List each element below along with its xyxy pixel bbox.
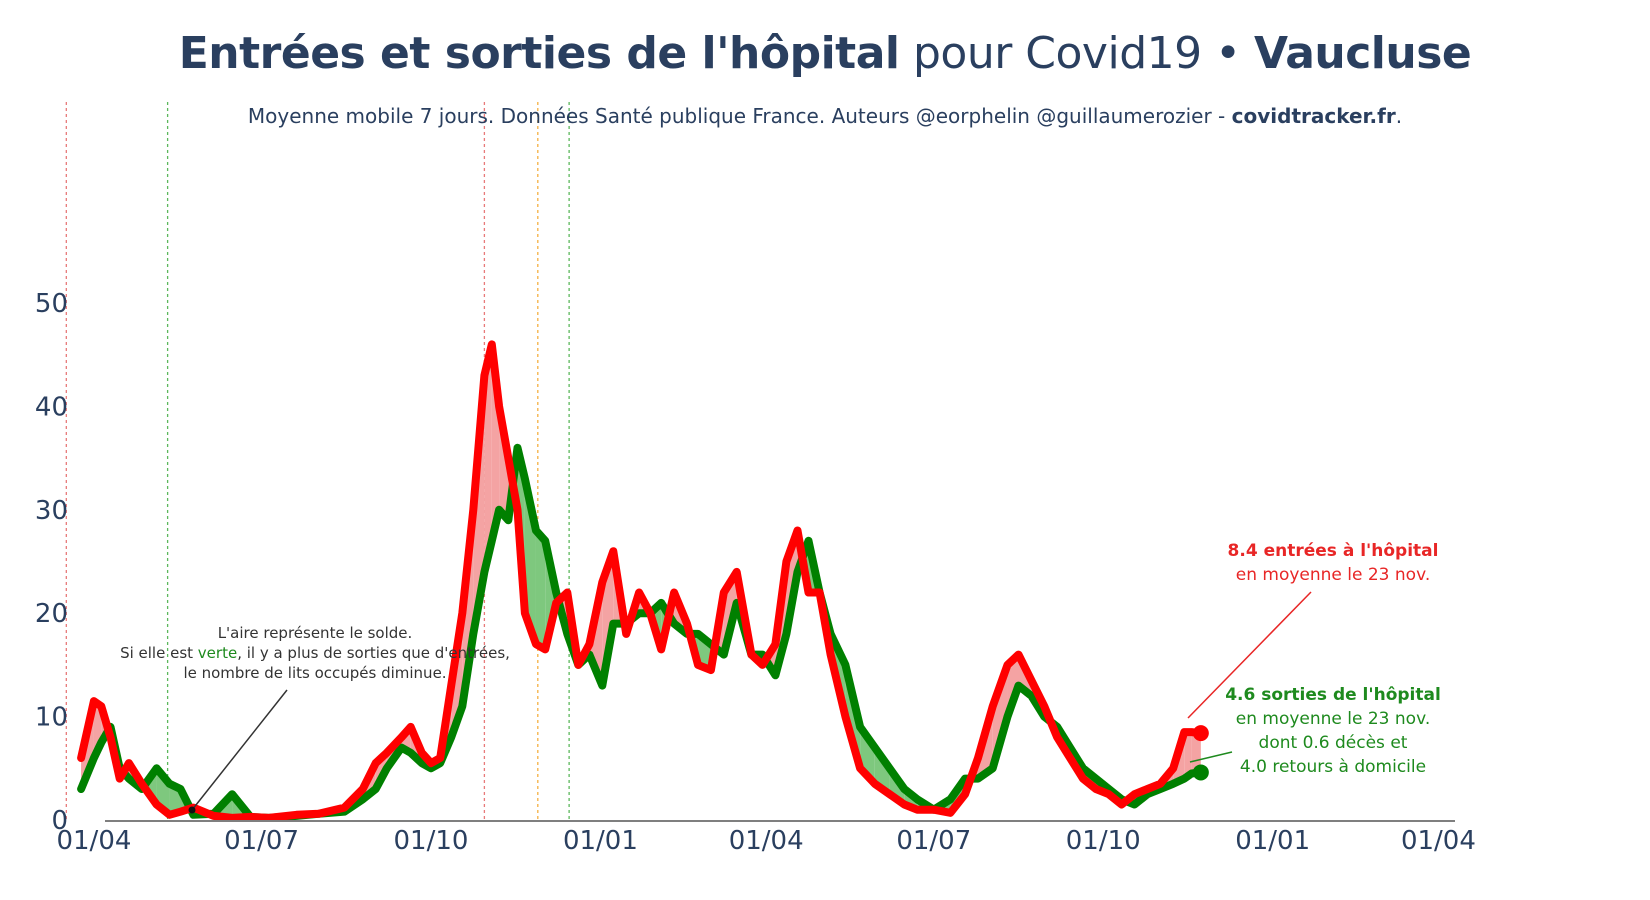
entrees-annotation-title: 8.4 entrées à l'hôpital [1228,541,1439,561]
x-tick-1: 01/07 [224,826,299,856]
entrees-annotation: 8.4 entrées à l'hôpital en moyenne le 23… [1187,541,1439,719]
x-axis-ticks: 01/04 01/07 01/10 01/01 01/04 01/07 01/10 01/01… [56,826,1475,856]
sorties-last-point [1192,764,1209,781]
x-tick-0: 01/04 [56,826,131,856]
y-tick-50: 50 [35,289,68,319]
solde-area [81,344,1201,818]
y-tick-10: 10 [35,703,68,733]
solde-segment-87-0 [1191,732,1201,774]
x-tick-5: 01/07 [896,826,971,856]
y-tick-0: 0 [51,806,68,836]
y-tick-20: 20 [35,599,68,629]
x-tick-3: 01/01 [563,826,638,856]
solde-annotation-line1: L'aire représente le solde. [218,624,413,642]
entrees-annotation-arrow [1187,591,1312,719]
x-tick-4: 01/04 [729,826,804,856]
x-tick-8: 01/04 [1401,826,1476,856]
sorties-annotation-arrow [1189,751,1233,763]
chart-title: Entrées et sorties de l'hôpital pour Cov… [178,28,1472,79]
sorties-annotation-sub3: 4.0 retours à domicile [1240,757,1426,777]
y-tick-30: 30 [35,496,68,526]
solde-annotation-line3: le nombre de lits occupés diminue. [183,664,446,682]
sorties-annotation-title: 4.6 sorties de l'hôpital [1225,685,1441,705]
solde-annotation-arrow [191,689,288,811]
entrees-last-point [1192,725,1209,742]
y-axis-ticks: 0 10 20 30 40 50 [35,289,68,836]
solde-annotation-arrowhead [188,806,196,814]
solde-segment-35-0 [535,530,546,650]
entrees-annotation-sub: en moyenne le 23 nov. [1236,565,1430,585]
solde-annotation: L'aire représente le solde. Si elle est … [120,624,510,814]
x-tick-2: 01/10 [394,826,469,856]
sorties-annotation-sub2: dont 0.6 décès et [1259,733,1408,753]
entrees-line [77,340,1205,822]
x-tick-7: 01/01 [1235,826,1310,856]
solde-segment-86-0 [1184,732,1192,779]
y-tick-40: 40 [35,392,68,422]
sorties-annotation-sub1: en moyenne le 23 nov. [1236,709,1430,729]
solde-annotation-line2: Si elle est verte, il y a plus de sortie… [120,644,510,662]
sorties-annotation: 4.6 sorties de l'hôpital en moyenne le 2… [1189,685,1441,777]
x-tick-6: 01/10 [1066,826,1141,856]
chart-subtitle: Moyenne mobile 7 jours. Données Santé pu… [247,104,1403,128]
